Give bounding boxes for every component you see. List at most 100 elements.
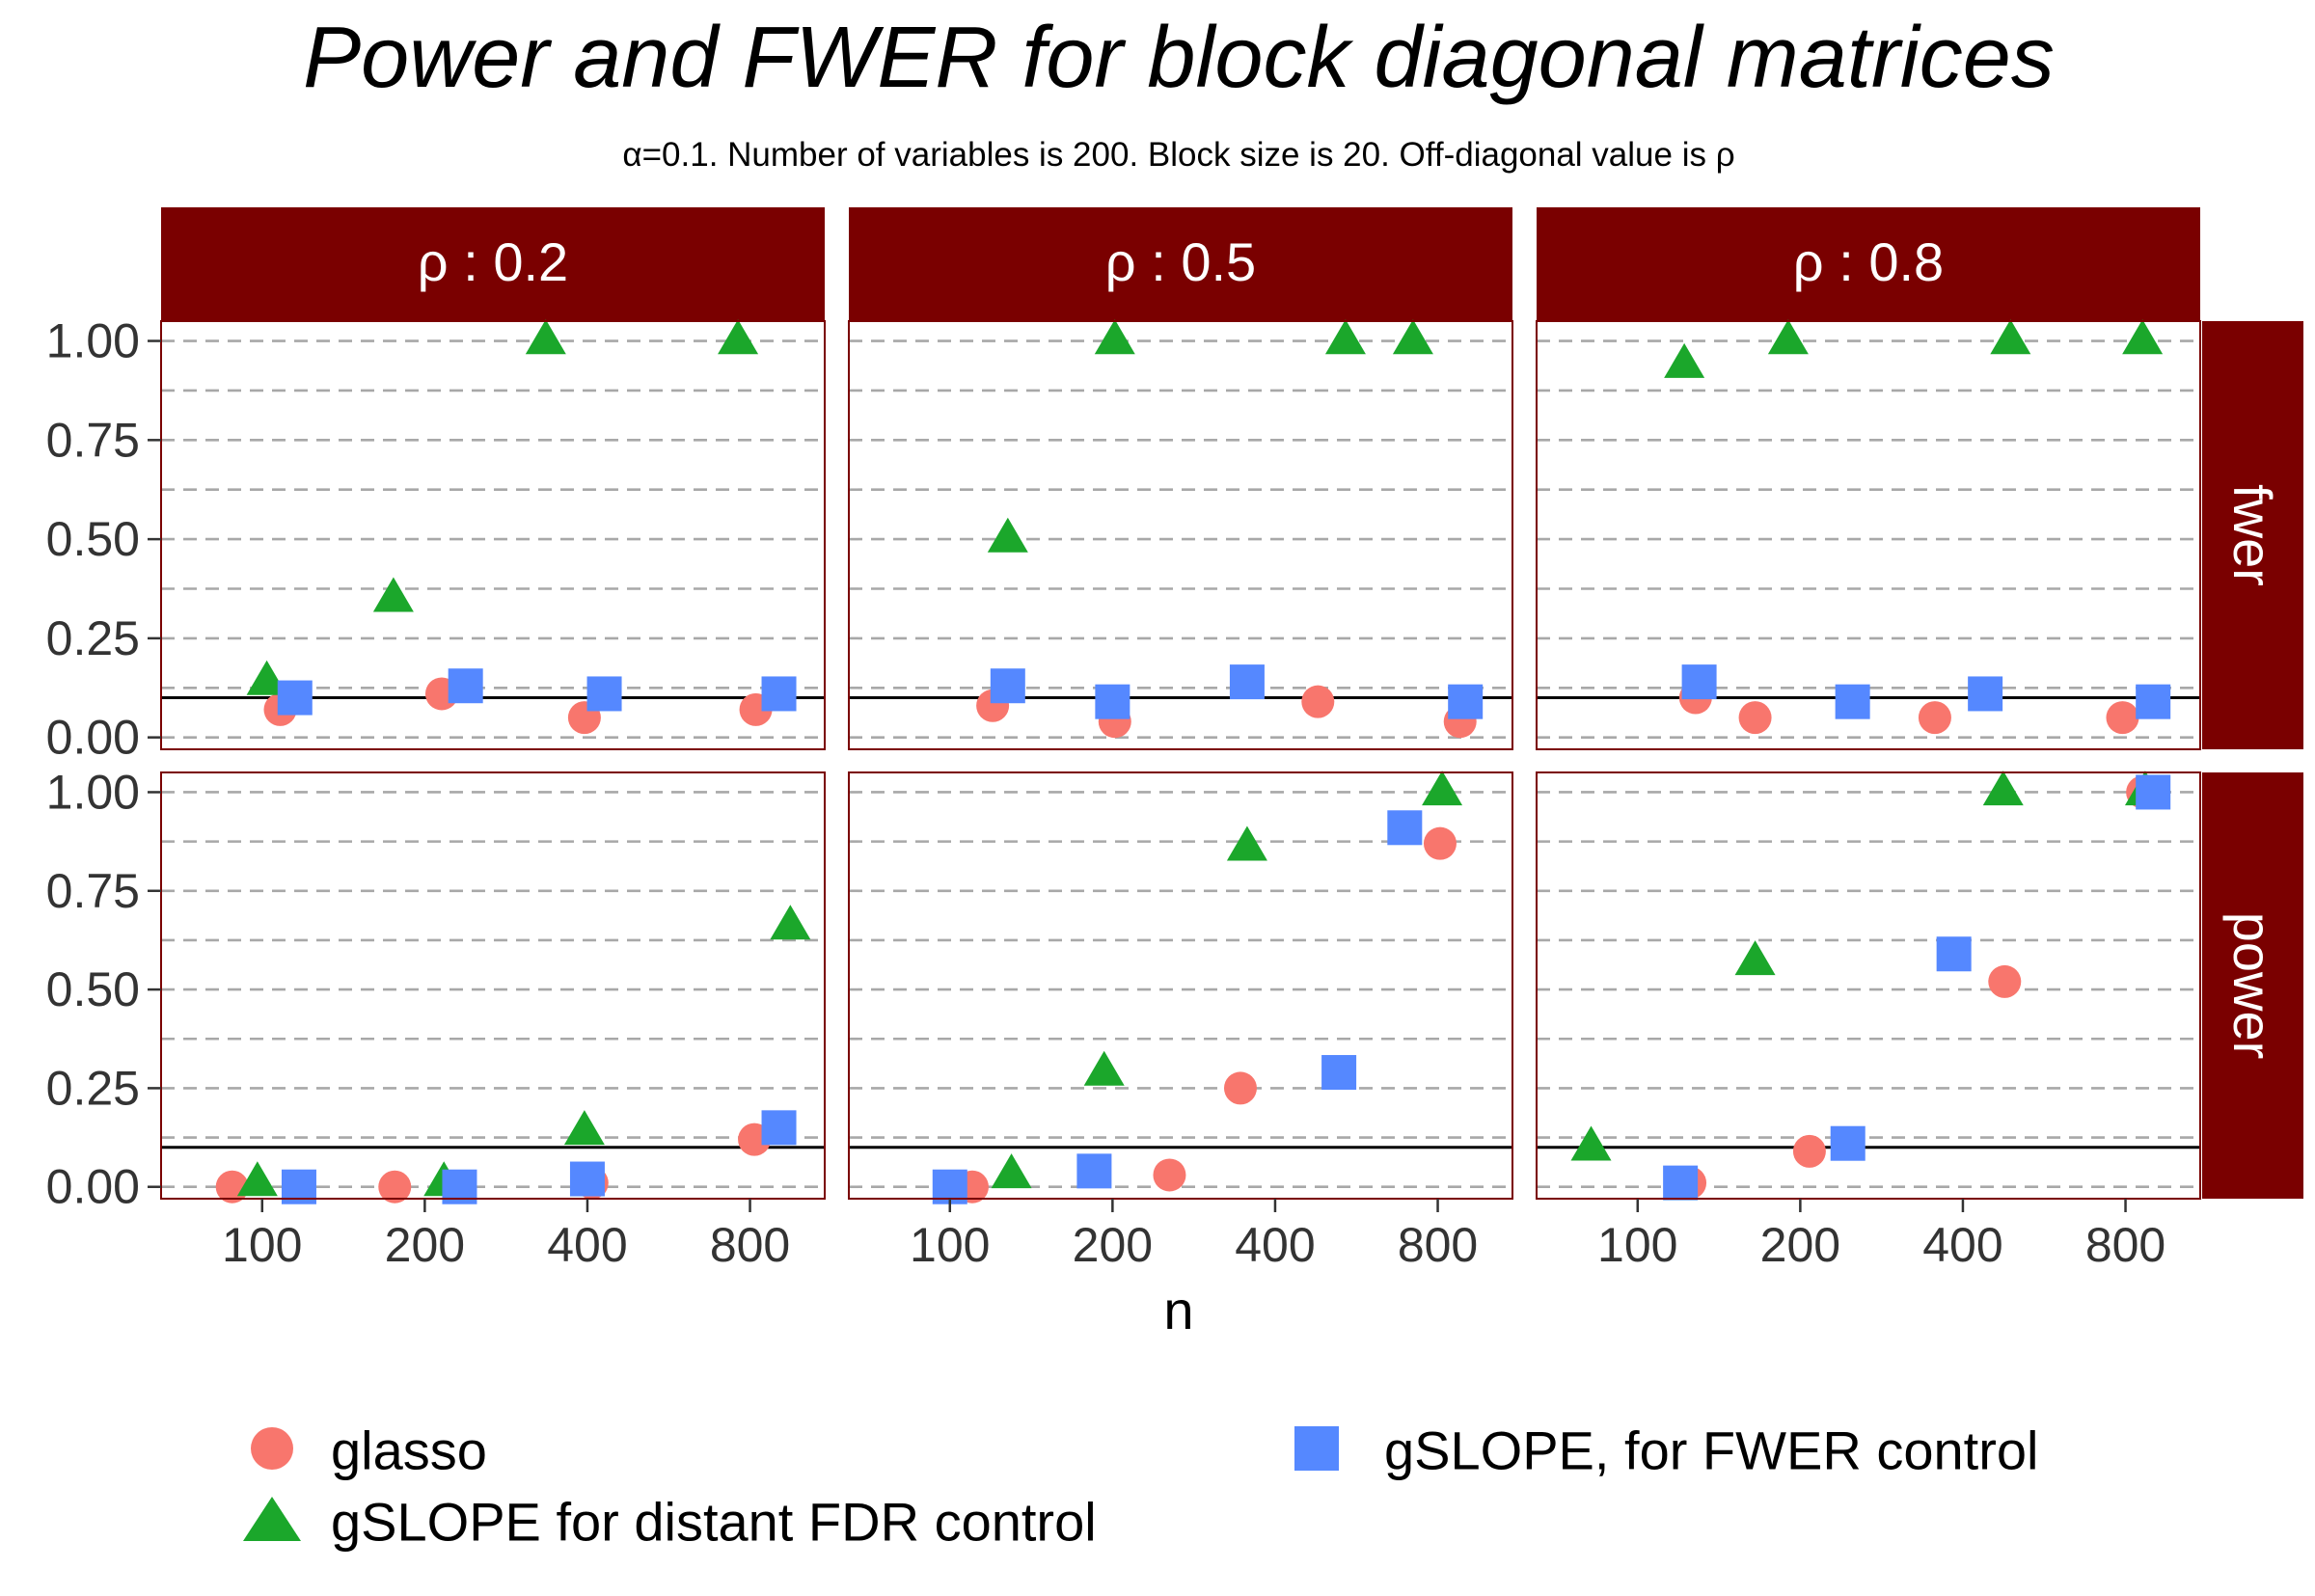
point-glasso: [1988, 964, 2022, 998]
panel-fwer-col-1: [848, 319, 1513, 750]
panel-power-col-1: [848, 771, 1513, 1204]
point-glasso: [1153, 1158, 1186, 1192]
legend-label: glasso: [331, 1420, 487, 1481]
point-gslope-distant: [1324, 319, 1366, 355]
x-tick-label: 400: [547, 1218, 627, 1272]
point-gslope-distant: [1982, 771, 2024, 806]
y-tick-label: 1.00: [46, 314, 140, 368]
facet-strip-column-2: [1537, 207, 2200, 321]
panel-fwer-col-0: [160, 319, 826, 750]
point-gslope-fwer: [1321, 1055, 1357, 1091]
legend-item-gSLOPE_fwer: gSLOPE, for FWER control: [1294, 1420, 2038, 1481]
point-gslope-distant: [1767, 319, 1809, 355]
point-gslope-distant: [770, 905, 811, 940]
y-tick-label: 0.00: [46, 711, 140, 765]
panel-border: [160, 771, 826, 1200]
point-glasso: [1918, 701, 1951, 735]
legend-symbol-square: [1294, 1426, 1339, 1471]
legend-item-gSLOPE_distant: gSLOPE for distant FDR control: [243, 1492, 1097, 1553]
point-gslope-distant: [1422, 771, 1463, 806]
point-gslope-fwer: [448, 668, 483, 704]
facet-strip-column-0: [161, 207, 825, 321]
facet-strip-label-column-0: ρ : 0.2: [418, 231, 568, 292]
x-tick-label: 200: [1760, 1218, 1840, 1272]
point-gslope-fwer: [1835, 684, 1870, 719]
y-tick-label: 0.50: [46, 962, 140, 1016]
point-gslope-distant: [718, 319, 759, 355]
point-gslope-fwer: [2136, 684, 2171, 719]
legend: glasso gSLOPE for distant FDR control gSLO…: [243, 1420, 2038, 1553]
panel-background: [1537, 772, 2200, 1199]
legend-item-glasso: glasso: [251, 1420, 487, 1481]
x-tick-label: 100: [910, 1218, 990, 1272]
point-glasso: [378, 1170, 412, 1204]
point-gslope-distant: [236, 1161, 278, 1197]
x-tick-label: 100: [1597, 1218, 1677, 1272]
point-gslope-fwer: [761, 1110, 797, 1146]
point-gslope-distant: [2122, 319, 2164, 355]
panel-power-col-2: [1536, 771, 2201, 1201]
point-gslope-fwer: [1448, 684, 1484, 719]
axes: 0.000.250.500.751.000.000.250.500.751.00…: [46, 314, 2166, 1272]
facet-strip-label-row-1: power: [2222, 912, 2283, 1060]
y-tick-label: 0.25: [46, 1061, 140, 1115]
point-gslope-fwer: [761, 676, 797, 712]
point-gslope-distant: [246, 660, 287, 695]
panel-background: [849, 321, 1512, 749]
point-gslope-distant: [987, 517, 1028, 553]
x-tick-label: 200: [1073, 1218, 1153, 1272]
legend-label: gSLOPE, for FWER control: [1384, 1420, 2038, 1481]
x-tick-label: 400: [1235, 1218, 1315, 1272]
panel-border: [160, 320, 826, 750]
x-tick-label: 800: [2085, 1218, 2165, 1272]
facet-strip-label-column-1: ρ : 0.5: [1105, 231, 1256, 292]
y-tick-label: 1.00: [46, 765, 140, 819]
panel-power-col-0: [160, 771, 826, 1204]
y-tick-label: 0.25: [46, 611, 140, 665]
legend-symbol-circle: [251, 1427, 293, 1470]
panel-border: [848, 771, 1513, 1200]
point-gslope-fwer: [569, 1161, 605, 1197]
x-axis-title: n: [1163, 1280, 1193, 1340]
panel-border: [1536, 771, 2201, 1200]
point-gslope-fwer: [1830, 1125, 1866, 1161]
point-gslope-fwer: [1968, 676, 2003, 712]
point-gslope-distant: [372, 577, 414, 612]
panel-background: [1537, 321, 2200, 749]
y-tick-label: 0.75: [46, 413, 140, 467]
panel-background: [161, 772, 825, 1199]
point-gslope-distant: [1664, 342, 1705, 378]
point-gslope-distant: [1083, 1050, 1125, 1086]
y-tick-label: 0.50: [46, 512, 140, 566]
facet-strip-column-1: [849, 207, 1512, 321]
facet-strip-row-0: [2202, 321, 2303, 749]
y-tick-label: 0.75: [46, 864, 140, 918]
x-tick-label: 800: [710, 1218, 790, 1272]
facet-strip-label-column-2: ρ : 0.8: [1793, 231, 1944, 292]
point-glasso: [1423, 826, 1457, 860]
point-glasso: [1738, 701, 1772, 735]
point-gslope-fwer: [1681, 664, 1717, 700]
point-gslope-distant: [563, 1110, 605, 1146]
point-gslope-distant: [1392, 319, 1433, 355]
point-gslope-fwer: [1387, 810, 1423, 846]
facet-strip-label-row-0: fwer: [2222, 484, 2283, 586]
facet-strip-row-1: [2202, 772, 2303, 1199]
point-gslope-distant: [1990, 319, 2031, 355]
point-gslope-fwer: [990, 668, 1025, 704]
legend-label: gSLOPE for distant FDR control: [331, 1492, 1097, 1553]
legend-symbol-triangle: [243, 1497, 301, 1541]
point-gslope-fwer: [1229, 664, 1265, 700]
point-gslope-distant: [1570, 1125, 1612, 1161]
x-tick-label: 200: [385, 1218, 465, 1272]
point-gslope-distant: [1734, 940, 1776, 976]
point-glasso: [1301, 685, 1335, 718]
point-glasso: [1223, 1071, 1257, 1105]
point-gslope-distant: [525, 319, 566, 355]
point-gslope-fwer: [1095, 684, 1130, 719]
panel-border: [848, 320, 1513, 750]
y-tick-label: 0.00: [46, 1160, 140, 1214]
x-tick-label: 800: [1398, 1218, 1478, 1272]
